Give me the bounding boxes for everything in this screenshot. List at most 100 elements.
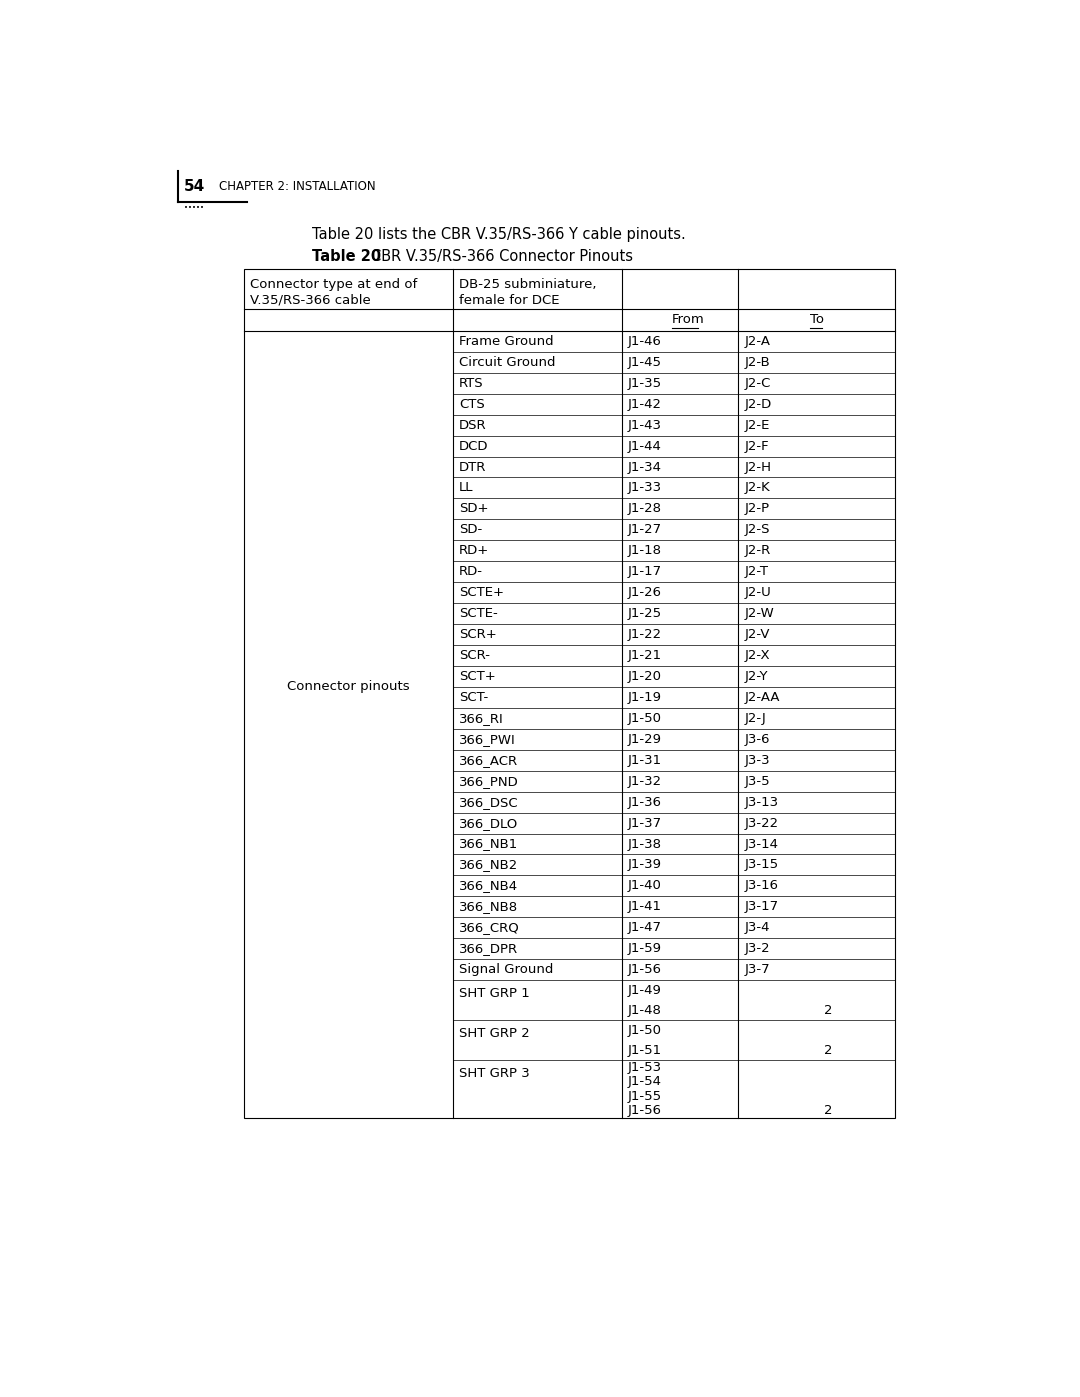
Text: SCR-: SCR- [459, 650, 490, 662]
Text: DSR: DSR [459, 419, 487, 432]
Text: J1-42: J1-42 [627, 398, 662, 411]
Text: J1-50: J1-50 [627, 712, 662, 725]
Text: J1-20: J1-20 [627, 671, 662, 683]
Text: J3-15: J3-15 [744, 858, 779, 872]
Text: J3-3: J3-3 [744, 754, 770, 767]
Text: RD-: RD- [459, 566, 483, 578]
Text: J3-14: J3-14 [744, 838, 779, 851]
Text: To: To [810, 313, 824, 326]
Text: Signal Ground: Signal Ground [459, 963, 553, 977]
Text: J3-2: J3-2 [744, 942, 770, 956]
Text: SCTE-: SCTE- [459, 608, 498, 620]
Text: J1-38: J1-38 [627, 838, 662, 851]
Text: J2-A: J2-A [744, 335, 770, 348]
Text: J2-T: J2-T [744, 566, 768, 578]
Text: J2-U: J2-U [744, 587, 771, 599]
Text: J1-32: J1-32 [627, 775, 662, 788]
Text: Connector type at end of: Connector type at end of [249, 278, 417, 291]
Text: J1-37: J1-37 [627, 817, 662, 830]
Text: J1-29: J1-29 [627, 733, 662, 746]
Text: J1-46: J1-46 [627, 335, 662, 348]
Text: J2-AA: J2-AA [744, 692, 780, 704]
Text: J1-56: J1-56 [627, 963, 662, 977]
Text: 2: 2 [824, 1044, 833, 1056]
Text: J1-18: J1-18 [627, 545, 662, 557]
Text: Frame Ground: Frame Ground [459, 335, 554, 348]
Text: J1-33: J1-33 [627, 482, 662, 495]
Text: Table 20 lists the CBR V.35/RS-366 Y cable pinouts.: Table 20 lists the CBR V.35/RS-366 Y cab… [312, 228, 686, 242]
Text: J1-22: J1-22 [627, 629, 662, 641]
Text: J1-51: J1-51 [627, 1044, 662, 1056]
Text: J2-H: J2-H [744, 461, 771, 474]
Text: J1-36: J1-36 [627, 796, 662, 809]
Text: Circuit Ground: Circuit Ground [459, 356, 555, 369]
Text: SD+: SD+ [459, 503, 488, 515]
Text: J3-22: J3-22 [744, 817, 779, 830]
Text: J2-V: J2-V [744, 629, 770, 641]
Text: 366_NB4: 366_NB4 [459, 879, 518, 893]
Text: DTR: DTR [459, 461, 486, 474]
Text: J3-6: J3-6 [744, 733, 770, 746]
Text: J1-47: J1-47 [627, 921, 662, 935]
Text: RD+: RD+ [459, 545, 489, 557]
Text: J2-D: J2-D [744, 398, 771, 411]
Text: J2-C: J2-C [744, 377, 770, 390]
Text: 366_NB8: 366_NB8 [459, 900, 518, 914]
Text: J1-40: J1-40 [627, 879, 662, 893]
Text: J1-34: J1-34 [627, 461, 662, 474]
Text: J2-F: J2-F [744, 440, 769, 453]
Text: 366_DLO: 366_DLO [459, 817, 518, 830]
Text: 366_CRQ: 366_CRQ [459, 921, 519, 935]
Text: •••••: ••••• [184, 205, 204, 211]
Text: SHT GRP 2: SHT GRP 2 [459, 1027, 529, 1041]
Text: J1-54: J1-54 [627, 1076, 662, 1088]
Text: 366_RI: 366_RI [459, 712, 503, 725]
Text: J2-E: J2-E [744, 419, 770, 432]
Text: J2-X: J2-X [744, 650, 770, 662]
Text: J3-7: J3-7 [744, 963, 770, 977]
Text: J2-J: J2-J [744, 712, 766, 725]
Text: J2-K: J2-K [744, 482, 770, 495]
Text: J1-53: J1-53 [627, 1060, 662, 1074]
Text: DB-25 subminiature,: DB-25 subminiature, [459, 278, 596, 291]
Text: J1-41: J1-41 [627, 900, 662, 914]
Text: 2: 2 [824, 1104, 833, 1118]
Text: female for DCE: female for DCE [459, 293, 559, 306]
Text: J1-28: J1-28 [627, 503, 662, 515]
Text: SCT+: SCT+ [459, 671, 496, 683]
Text: SHT GRP 1: SHT GRP 1 [459, 988, 529, 1000]
Text: J1-19: J1-19 [627, 692, 662, 704]
Text: 2: 2 [824, 1003, 833, 1017]
Text: J3-5: J3-5 [744, 775, 770, 788]
Text: Connector pinouts: Connector pinouts [287, 680, 409, 693]
Text: RTS: RTS [459, 377, 484, 390]
Text: J1-49: J1-49 [627, 983, 662, 996]
Text: V.35/RS-366 cable: V.35/RS-366 cable [249, 293, 370, 306]
Text: J1-39: J1-39 [627, 858, 662, 872]
Text: CBR V.35/RS-366 Connector Pinouts: CBR V.35/RS-366 Connector Pinouts [372, 249, 633, 264]
Text: J3-16: J3-16 [744, 879, 779, 893]
Text: J3-4: J3-4 [744, 921, 770, 935]
Text: J1-17: J1-17 [627, 566, 662, 578]
Text: J1-56: J1-56 [627, 1104, 662, 1118]
Text: J2-W: J2-W [744, 608, 774, 620]
Text: J1-45: J1-45 [627, 356, 662, 369]
Text: J1-21: J1-21 [627, 650, 662, 662]
Text: SCR+: SCR+ [459, 629, 497, 641]
Text: J3-13: J3-13 [744, 796, 779, 809]
Text: 366_NB2: 366_NB2 [459, 858, 518, 872]
Text: 54: 54 [184, 179, 205, 194]
Text: 366_NB1: 366_NB1 [459, 838, 518, 851]
Text: J1-43: J1-43 [627, 419, 662, 432]
Text: J2-Y: J2-Y [744, 671, 768, 683]
Text: 366_ACR: 366_ACR [459, 754, 518, 767]
Text: J1-59: J1-59 [627, 942, 662, 956]
Text: J1-50: J1-50 [627, 1024, 662, 1037]
Text: CHAPTER 2: INSTALLATION: CHAPTER 2: INSTALLATION [218, 180, 376, 193]
Text: SCTE+: SCTE+ [459, 587, 504, 599]
Bar [243, 270, 894, 1118]
Text: SD-: SD- [459, 524, 482, 536]
Text: SHT GRP 3: SHT GRP 3 [459, 1067, 529, 1080]
Text: J2-S: J2-S [744, 524, 770, 536]
Text: J1-35: J1-35 [627, 377, 662, 390]
